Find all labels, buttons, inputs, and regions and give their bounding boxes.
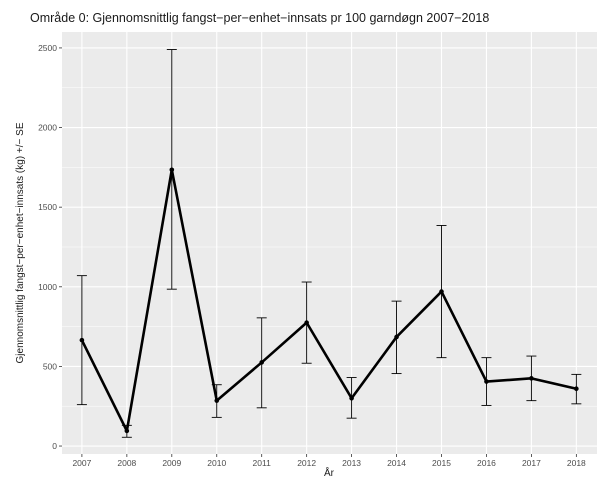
y-tick-label: 2000 [38,123,57,133]
x-tick-label: 2018 [567,458,586,468]
plot-panel [62,32,597,454]
x-tick-label: 2017 [522,458,541,468]
data-point [484,379,489,384]
x-tick-label: 2016 [477,458,496,468]
data-point [124,428,130,434]
y-tick-label: 0 [52,441,57,451]
data-point [529,376,534,381]
x-tick-label: 2011 [253,458,272,468]
x-tick-label: 2014 [387,458,406,468]
data-point [349,395,354,401]
data-point [304,320,309,325]
data-point [574,386,579,392]
y-tick-label: 500 [43,361,57,371]
data-point [79,337,85,343]
x-tick-label: 2008 [117,458,136,468]
x-tick-label: 2010 [207,458,226,468]
y-tick-label: 1500 [38,202,57,212]
data-point [259,360,265,365]
x-tick-label: 2015 [432,458,451,468]
x-axis-title: År [324,466,335,479]
chart-title: Område 0: Gjennomsnittlig fangst−per−enh… [30,11,489,25]
x-tick-label: 2009 [162,458,181,468]
y-tick-label: 2500 [38,43,57,53]
x-tick-label: 2012 [297,458,316,468]
x-tick-label: 2007 [72,458,91,468]
data-point [169,167,175,173]
data-point [439,289,444,294]
data-point [214,398,220,403]
x-tick-label: 2013 [342,458,361,468]
y-axis-title: Gjennomsnittlig fangst−per−enhet−innsats… [15,122,26,363]
series-line [80,168,577,433]
data-point [394,334,399,340]
axis-ticks: 0 500 1000 1500 2000 2500 2007 2008 2009 2010 2011… [38,43,586,468]
data-layer [76,49,582,438]
y-tick-label: 1000 [38,282,57,292]
